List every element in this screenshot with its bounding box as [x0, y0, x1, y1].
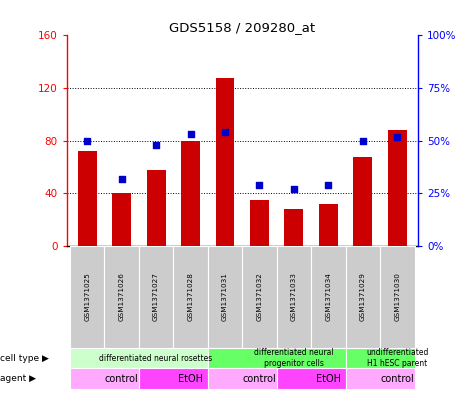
Bar	[277, 368, 346, 389]
Point	[393, 133, 401, 140]
Bar	[208, 368, 277, 389]
Text: GSM1371032: GSM1371032	[256, 272, 263, 321]
Point	[187, 131, 194, 138]
Text: differentiated neural rosettes: differentiated neural rosettes	[99, 354, 213, 362]
Text: EtOH: EtOH	[316, 374, 341, 384]
Bar	[147, 170, 166, 246]
Bar	[311, 246, 346, 348]
Bar	[70, 368, 139, 389]
Text: GSM1371030: GSM1371030	[394, 272, 400, 321]
Bar	[216, 77, 235, 246]
Bar	[277, 246, 311, 348]
Bar	[319, 204, 338, 246]
Text: cell type ▶: cell type ▶	[0, 354, 49, 362]
Bar	[78, 151, 96, 246]
Bar	[173, 246, 208, 348]
Bar	[139, 246, 173, 348]
Point	[84, 138, 91, 144]
Text: GSM1371031: GSM1371031	[222, 272, 228, 321]
Title: GDS5158 / 209280_at: GDS5158 / 209280_at	[169, 21, 315, 34]
Text: GSM1371025: GSM1371025	[84, 272, 90, 321]
Text: GSM1371026: GSM1371026	[119, 272, 124, 321]
Bar	[242, 246, 277, 348]
Bar	[346, 246, 380, 348]
Text: differentiated neural
progenitor cells: differentiated neural progenitor cells	[254, 348, 334, 368]
Bar	[70, 348, 208, 368]
Text: undifferentiated
H1 hESC parent: undifferentiated H1 hESC parent	[366, 348, 428, 368]
Bar	[353, 156, 372, 246]
Text: GSM1371028: GSM1371028	[188, 272, 193, 321]
Text: control: control	[105, 374, 139, 384]
Bar	[380, 246, 415, 348]
Text: EtOH: EtOH	[178, 374, 203, 384]
Bar	[388, 130, 407, 246]
Point	[152, 142, 160, 148]
Bar	[346, 348, 415, 368]
Point	[118, 176, 125, 182]
Bar	[181, 141, 200, 246]
Bar	[250, 200, 269, 246]
Point	[290, 186, 298, 192]
Bar	[104, 246, 139, 348]
Bar	[346, 368, 415, 389]
Point	[256, 182, 263, 188]
Bar	[112, 193, 131, 246]
Bar	[208, 246, 242, 348]
Text: GSM1371027: GSM1371027	[153, 272, 159, 321]
Point	[221, 129, 229, 136]
Point	[359, 138, 367, 144]
Text: GSM1371033: GSM1371033	[291, 272, 297, 321]
Text: control: control	[243, 374, 276, 384]
Text: agent ▶: agent ▶	[0, 374, 36, 383]
Bar	[70, 246, 104, 348]
Bar	[285, 209, 304, 246]
Bar	[139, 368, 208, 389]
Text: GSM1371034: GSM1371034	[325, 272, 332, 321]
Text: GSM1371029: GSM1371029	[360, 272, 366, 321]
Text: control: control	[380, 374, 414, 384]
Bar	[208, 348, 346, 368]
Point	[324, 182, 332, 188]
